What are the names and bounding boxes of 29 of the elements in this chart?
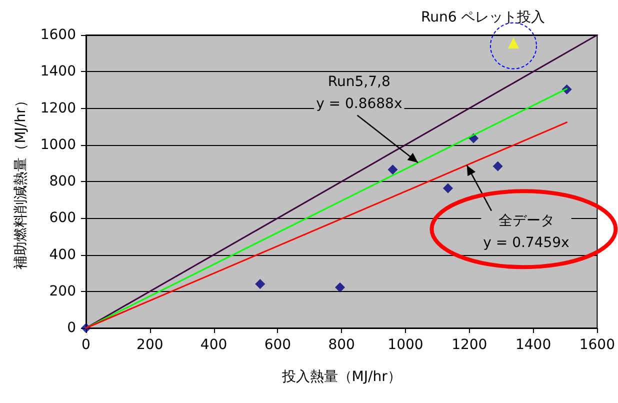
x-tick-label: 200 (136, 337, 164, 353)
y-tick-label: 400 (49, 246, 76, 263)
y-tick-label: 1000 (40, 136, 76, 153)
y-tick-label: 600 (49, 210, 76, 226)
y-tick-label: 1400 (40, 64, 76, 80)
y-tick-label: 1600 (40, 27, 76, 43)
point (492, 161, 503, 172)
y-axis-title: 補助燃料削減熱量（MJ/hr） (13, 94, 29, 270)
point (255, 279, 266, 290)
point (388, 164, 398, 175)
x-tick-label: 1000 (388, 337, 424, 353)
annotation: Run5,7,8 y = 0.8688x (316, 74, 402, 112)
y-tick-label: 1200 (40, 100, 76, 116)
point (334, 282, 345, 292)
text: Run6 ペレット投入 (421, 10, 546, 26)
x-tick-label: 0 (82, 337, 90, 353)
x-axis-title: 投入熱量（MJ/hr） (280, 369, 402, 385)
x-tick-label: 600 (264, 337, 292, 353)
y-tick-label: 800 (49, 174, 76, 190)
x-tick-label: 800 (328, 337, 355, 353)
annotation: 全データ y = 0.7459x (483, 213, 570, 252)
x-tick-label: 1400 (515, 337, 552, 353)
y-tick-label: 0 (67, 320, 76, 336)
x-tick-label: 1600 (579, 337, 616, 353)
point (442, 183, 453, 194)
x-tick-label: 1200 (452, 337, 488, 353)
y-tick-label: 200 (49, 283, 76, 300)
x-tick-label: 400 (200, 337, 228, 353)
point (508, 38, 519, 49)
